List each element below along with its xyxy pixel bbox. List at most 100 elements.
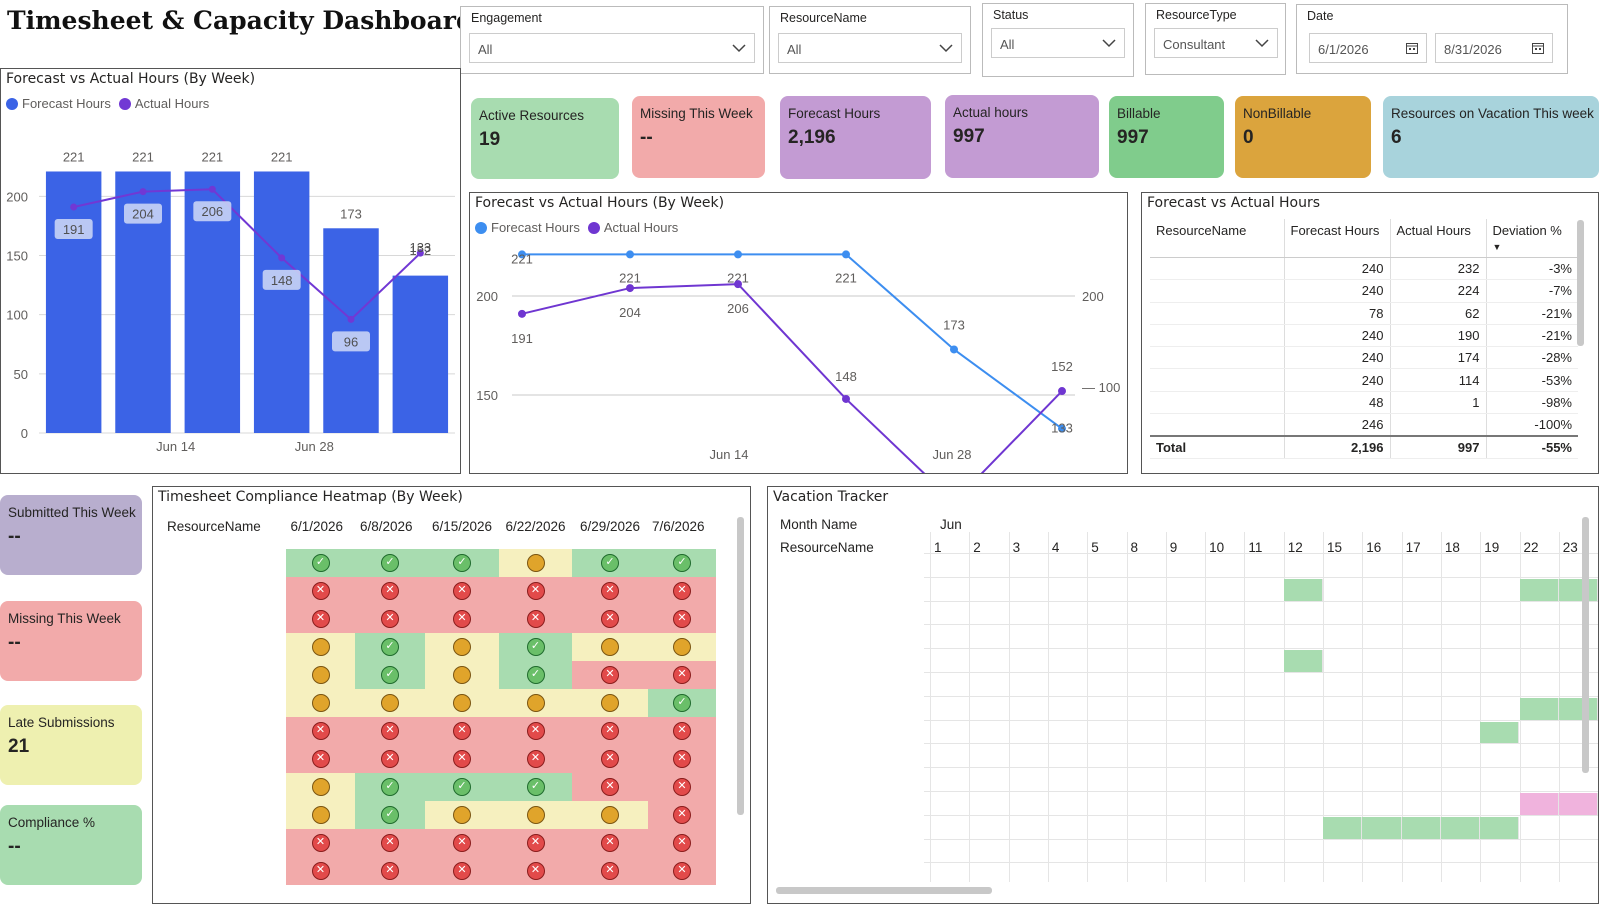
resource-type-dropdown[interactable]: Consultant (1154, 28, 1278, 58)
vacation-day-cell[interactable] (1558, 697, 1598, 721)
day-column-header[interactable]: 5 (1091, 540, 1099, 555)
date-end-input[interactable]: 8/31/2026 (1435, 33, 1553, 63)
heatmap-cell[interactable]: ✕ (286, 829, 355, 857)
heatmap-cell[interactable]: ✕ (572, 577, 648, 605)
week-column-header[interactable]: 6/8/2026 (360, 519, 413, 534)
column-header[interactable]: Forecast Hours (1283, 219, 1390, 258)
heatmap-cell[interactable]: ✕ (286, 605, 355, 633)
heatmap-cell[interactable] (286, 689, 355, 717)
heatmap-cell[interactable]: ✓ (425, 773, 499, 801)
day-column-header[interactable]: 15 (1327, 540, 1343, 555)
heatmap-cell[interactable]: ✕ (648, 577, 716, 605)
heatmap-cell[interactable]: ✕ (572, 829, 648, 857)
heatmap-cell[interactable] (286, 801, 355, 829)
vacation-day-cell[interactable] (1558, 578, 1598, 602)
column-header[interactable]: Actual Hours (1389, 219, 1486, 258)
week-column-header[interactable]: 7/6/2026 (652, 519, 705, 534)
heatmap-cell[interactable] (499, 689, 572, 717)
heatmap-cell[interactable]: ✕ (355, 857, 425, 885)
day-column-header[interactable]: 8 (1130, 540, 1139, 555)
table-row[interactable]: 240 174 -28% (1150, 346, 1578, 370)
day-column-header[interactable]: 2 (973, 540, 981, 555)
heatmap-cell[interactable]: ✕ (355, 605, 425, 633)
week-column-header[interactable]: 6/29/2026 (580, 519, 641, 534)
vacation-day-cell[interactable] (1519, 578, 1559, 602)
day-column-header[interactable]: 12 (1287, 540, 1303, 555)
day-column-header[interactable]: 16 (1366, 540, 1382, 555)
vacation-scrollbar-v[interactable] (1582, 517, 1589, 773)
heatmap-cell[interactable]: ✕ (425, 857, 499, 885)
day-column-header[interactable]: 23 (1562, 540, 1578, 555)
heatmap-cell[interactable]: ✕ (648, 801, 716, 829)
vacation-day-cell[interactable] (1519, 793, 1559, 816)
heatmap-cell[interactable]: ✕ (648, 829, 716, 857)
vacation-day-cell[interactable] (1558, 793, 1598, 816)
heatmap-cell[interactable] (286, 633, 355, 661)
heatmap-cell[interactable]: ✕ (425, 577, 499, 605)
vacation-day-cell[interactable] (1283, 650, 1323, 673)
heatmap-cell[interactable]: ✓ (355, 661, 425, 689)
heatmap-scrollbar[interactable] (737, 517, 744, 815)
heatmap-cell[interactable] (286, 661, 355, 689)
heatmap-cell[interactable]: ✓ (425, 549, 499, 577)
vacation-day-cell[interactable] (1362, 816, 1402, 840)
column-header[interactable]: ResourceName (1150, 219, 1284, 258)
heatmap-cell[interactable]: ✕ (648, 857, 716, 885)
heatmap-cell[interactable] (425, 689, 499, 717)
heatmap-cell[interactable]: ✓ (499, 773, 572, 801)
day-column-header[interactable]: 3 (1012, 540, 1021, 555)
heatmap-cell[interactable] (355, 689, 425, 717)
heatmap-cell[interactable]: ✕ (499, 745, 572, 773)
heatmap-cell[interactable]: ✕ (355, 717, 425, 745)
day-column-header[interactable]: 11 (1248, 540, 1263, 555)
heatmap-cell[interactable] (499, 549, 572, 577)
resource-name-dropdown[interactable]: All (778, 33, 962, 63)
heatmap-cell[interactable] (572, 689, 648, 717)
heatmap-cell[interactable]: ✕ (572, 773, 648, 801)
heatmap-cell[interactable] (425, 801, 499, 829)
heatmap-cell[interactable] (425, 661, 499, 689)
heatmap-cell[interactable]: ✕ (286, 577, 355, 605)
table-row[interactable]: 240 224 -7% (1150, 279, 1578, 303)
table-row[interactable]: 48 1 -98% (1150, 391, 1578, 415)
heatmap-cell[interactable]: ✓ (648, 549, 716, 577)
heatmap-cell[interactable]: ✕ (648, 773, 716, 801)
heatmap-cell[interactable] (572, 633, 648, 661)
date-start-input[interactable]: 6/1/2026 (1309, 33, 1427, 63)
heatmap-cell[interactable]: ✕ (355, 577, 425, 605)
vacation-scrollbar-h[interactable] (776, 887, 992, 894)
day-column-header[interactable]: 9 (1169, 540, 1178, 555)
heatmap-cell[interactable]: ✓ (572, 549, 648, 577)
heatmap-cell[interactable]: ✕ (648, 745, 716, 773)
vacation-day-cell[interactable] (1440, 816, 1481, 840)
vacation-day-cell[interactable] (1480, 816, 1520, 840)
heatmap-cell[interactable]: ✓ (648, 689, 716, 717)
heatmap-cell[interactable]: ✕ (572, 605, 648, 633)
heatmap-cell[interactable]: ✕ (499, 829, 572, 857)
heatmap-cell[interactable] (572, 801, 648, 829)
heatmap-cell[interactable]: ✕ (499, 605, 572, 633)
engagement-dropdown[interactable]: All (469, 33, 755, 63)
vacation-day-cell[interactable] (1519, 697, 1559, 721)
heatmap-cell[interactable]: ✕ (286, 717, 355, 745)
heatmap-cell[interactable]: ✕ (286, 857, 355, 885)
table-row[interactable]: 240 232 -3% (1150, 257, 1578, 281)
heatmap-cell[interactable]: ✕ (286, 745, 355, 773)
heatmap-cell[interactable]: ✓ (286, 549, 355, 577)
day-column-header[interactable]: 4 (1051, 540, 1060, 555)
heatmap-cell[interactable]: ✕ (425, 829, 499, 857)
heatmap-cell[interactable]: ✕ (572, 745, 648, 773)
day-column-header[interactable]: 17 (1405, 540, 1421, 555)
table-row[interactable]: 240 190 -21% (1150, 324, 1578, 348)
week-column-header[interactable]: 6/22/2026 (505, 519, 566, 534)
heatmap-cell[interactable]: ✕ (425, 717, 499, 745)
heatmap-cell[interactable]: ✓ (355, 549, 425, 577)
table-row[interactable]: 246 -100% (1150, 413, 1578, 437)
heatmap-cell[interactable]: ✕ (572, 717, 648, 745)
heatmap-cell[interactable]: ✕ (499, 717, 572, 745)
heatmap-cell[interactable]: ✕ (499, 577, 572, 605)
calendar-icon[interactable] (1532, 42, 1544, 54)
day-column-header[interactable]: 10 (1209, 540, 1225, 555)
vacation-day-cell[interactable] (1401, 816, 1441, 840)
heatmap-cell[interactable]: ✕ (648, 661, 716, 689)
